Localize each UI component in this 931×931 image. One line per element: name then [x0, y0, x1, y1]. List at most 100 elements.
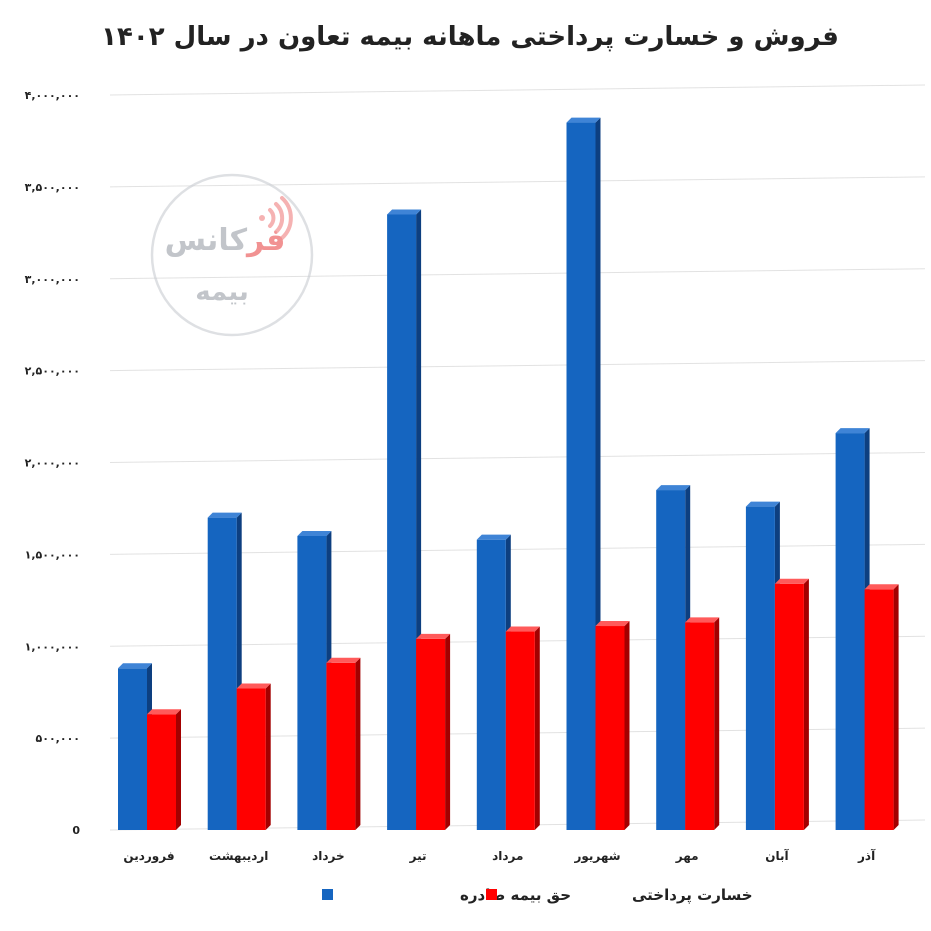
- x-tick-label: آبان: [765, 848, 789, 863]
- bar-top-face: [656, 485, 691, 491]
- bar-top-face: [326, 657, 361, 663]
- bar-premium: [476, 534, 511, 830]
- y-tick-label: ۳,۰۰۰,۰۰۰: [25, 273, 80, 286]
- y-axis-tick-labels: 0 ۵۰۰,۰۰۰ ۱,۰۰۰,۰۰۰ ۱,۵۰۰,۰۰۰ ۲,۰۰۰,۰۰۰ ۲,۵۰۰…: [25, 89, 81, 837]
- bar-front-face: [118, 668, 147, 830]
- legend-swatch-claims: [486, 889, 497, 900]
- legend-label-premium: حق بیمه صادره: [460, 886, 571, 904]
- x-tick-label: خرداد: [312, 849, 345, 863]
- bar-top-face: [566, 117, 601, 123]
- bar-front-face: [745, 506, 775, 830]
- bar-claims: [147, 709, 181, 830]
- bar-top-face: [745, 501, 780, 507]
- bar-claims: [236, 683, 271, 830]
- bar-top-face: [207, 512, 242, 518]
- bar-front-face: [505, 631, 535, 830]
- bars: [118, 117, 899, 830]
- bar-front-face: [656, 490, 686, 830]
- gridline: [109, 360, 926, 372]
- bar-premium: [387, 209, 422, 830]
- bar-premium: [835, 428, 870, 830]
- bar-top-face: [864, 584, 899, 590]
- legend: حق بیمه صادره خسارت پرداختی: [322, 886, 753, 905]
- x-tick-label: آذر: [857, 848, 876, 863]
- bar-side-face: [803, 578, 809, 830]
- bar-premium: [118, 663, 152, 830]
- bar-side-face: [176, 709, 181, 830]
- y-tick-label: ۲,۰۰۰,۰۰۰: [25, 457, 80, 470]
- bar-premium: [207, 512, 242, 830]
- bar-side-face: [714, 617, 720, 830]
- bar-front-face: [685, 622, 715, 830]
- bar-top-face: [387, 209, 422, 215]
- x-tick-label: شهریور: [573, 849, 620, 864]
- bar-claims: [595, 621, 630, 830]
- bar-claims: [505, 626, 540, 830]
- bar-side-face: [893, 584, 899, 830]
- gridline: [109, 176, 926, 188]
- legend-swatch-premium: [322, 889, 333, 900]
- bar-front-face: [416, 638, 446, 830]
- legend-label-claims: خسارت پرداختی: [632, 886, 753, 905]
- bar-premium: [297, 531, 332, 830]
- bar-claims: [685, 617, 720, 830]
- bar-top-face: [416, 633, 451, 639]
- bar-top-face: [297, 531, 332, 536]
- bar-side-face: [445, 633, 451, 830]
- bar-premium: [656, 485, 691, 830]
- bar-top-face: [505, 626, 540, 632]
- y-tick-label: ۳,۵۰۰,۰۰۰: [25, 181, 80, 194]
- bar-front-face: [774, 583, 804, 830]
- bar-front-face: [566, 122, 596, 830]
- y-tick-label: ۵۰۰,۰۰۰: [36, 732, 80, 745]
- watermark-brand: فرکانس: [165, 223, 286, 258]
- bar-claims: [416, 633, 451, 830]
- bar-top-face: [774, 578, 809, 584]
- x-axis-tick-labels: فروردین اردیبهشت خرداد تیر مرداد شهریور مهر آبا…: [123, 848, 876, 864]
- x-tick-label: مهر: [675, 849, 699, 863]
- x-tick-label: تیر: [409, 849, 427, 863]
- bar-top-face: [595, 621, 630, 627]
- bar-claims: [326, 657, 361, 830]
- bar-front-face: [326, 662, 356, 830]
- bar-top-face: [118, 663, 152, 669]
- x-tick-label: اردیبهشت: [209, 849, 268, 863]
- bar-front-face: [297, 536, 327, 830]
- bar-front-face: [387, 214, 417, 830]
- bar-claims: [774, 578, 809, 830]
- bar-side-face: [624, 621, 630, 830]
- bar-front-face: [595, 626, 625, 830]
- bar-front-face: [207, 517, 237, 830]
- gridline: [109, 84, 926, 96]
- x-tick-label: مرداد: [492, 849, 523, 863]
- y-tick-label: 0: [72, 824, 80, 837]
- bar-front-face: [147, 714, 176, 830]
- x-tick-label: فروردین: [123, 849, 174, 864]
- signal-icon: [259, 196, 293, 240]
- watermark-subtitle: بیمه: [195, 277, 249, 307]
- gridline: [109, 268, 926, 280]
- y-tick-label: ۴,۰۰۰,۰۰۰: [25, 89, 80, 102]
- bar-front-face: [476, 539, 506, 830]
- gridline: [109, 543, 926, 555]
- bar-premium: [745, 501, 780, 830]
- watermark-circle: [150, 173, 314, 337]
- bar-top-face: [147, 709, 181, 715]
- bar-front-face: [835, 433, 865, 830]
- y-tick-label: ۱,۰۰۰,۰۰۰: [25, 640, 80, 653]
- bar-top-face: [685, 617, 720, 623]
- bar-side-face: [355, 657, 361, 830]
- bar-top-face: [476, 534, 511, 540]
- bar-front-face: [236, 688, 266, 830]
- bar-claims: [864, 584, 899, 830]
- bar-side-face: [534, 626, 540, 830]
- bar-top-face: [835, 428, 870, 434]
- bar-top-face: [236, 683, 271, 689]
- bar-premium: [566, 117, 601, 830]
- y-tick-label: ۱,۵۰۰,۰۰۰: [25, 548, 80, 561]
- gridline: [109, 452, 926, 463]
- watermark-logo: فرکانس بیمه: [150, 173, 314, 337]
- bar-front-face: [864, 589, 894, 830]
- chart-title: فروش و خسارت پرداختی ماهانه بیمه تعاون د…: [101, 22, 839, 52]
